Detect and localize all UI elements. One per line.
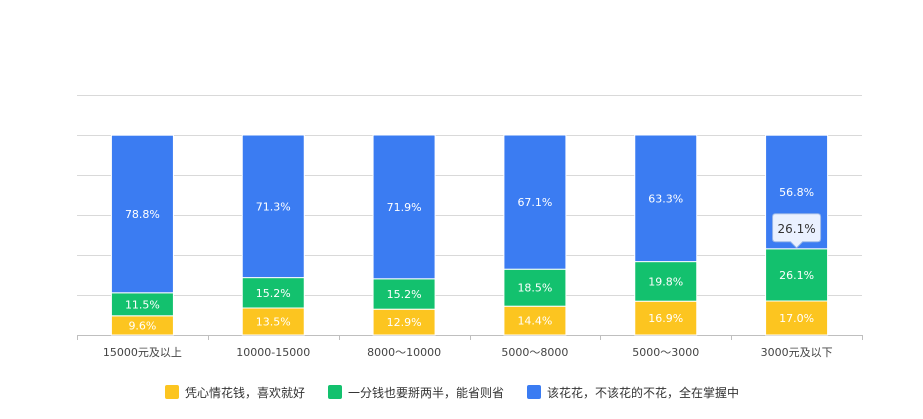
- x-tick-label-4: 5000～3000: [632, 346, 699, 359]
- data-label-0-3: 14.4%: [517, 315, 552, 328]
- bar-segment-1-4: [634, 261, 698, 302]
- legend-label-0: 凭心情花钱，喜欢就好: [185, 385, 306, 400]
- x-tick-label-1: 10000-15000: [236, 346, 310, 359]
- legend-label-2: 该花花，不该花的不花，全在掌握中: [547, 385, 740, 400]
- legend-swatch-2: [527, 385, 541, 399]
- data-label-2-0: 78.8%: [125, 208, 160, 221]
- bar-segment-2-4: [634, 134, 698, 263]
- bar-segment-1-2: [372, 278, 436, 310]
- data-label-0-5: 17.0%: [779, 312, 814, 325]
- data-label-1-3: 18.5%: [517, 282, 552, 295]
- legend-item-0[interactable]: 凭心情花钱，喜欢就好: [165, 382, 305, 402]
- bar-segment-0-2: [372, 308, 436, 336]
- data-label-0-1: 13.5%: [256, 316, 291, 329]
- bar-segment-0-5: [765, 300, 829, 336]
- legend-swatch-0: [165, 385, 179, 399]
- bar-segment-2-1: [241, 134, 305, 279]
- data-label-1-4: 19.8%: [648, 275, 683, 288]
- bar-segment-1-5: [765, 248, 829, 302]
- bar-segment-2-0: [110, 134, 174, 294]
- x-tick-label-3: 5000～8000: [501, 346, 568, 359]
- data-label-1-0: 11.5%: [125, 298, 160, 311]
- data-label-1-2: 15.2%: [387, 288, 422, 301]
- tooltip-box: [772, 213, 822, 249]
- tooltip-text: 26.1%: [778, 222, 816, 236]
- data-label-2-3: 67.1%: [517, 196, 552, 209]
- data-label-0-2: 12.9%: [387, 316, 422, 329]
- data-label-2-4: 63.3%: [648, 192, 683, 205]
- legend-item-1[interactable]: 一分钱也要掰两半，能省则省: [328, 382, 504, 402]
- data-label-0-0: 9.6%: [128, 319, 156, 332]
- x-tick-label-0: 15000元及以上: [103, 346, 182, 359]
- legend-swatch-1: [328, 385, 342, 399]
- bar-segment-0-1: [241, 307, 305, 336]
- bar-segment-2-3: [503, 134, 567, 270]
- data-label-2-2: 71.9%: [387, 201, 422, 214]
- data-label-1-5: 26.1%: [779, 269, 814, 282]
- bar-segment-0-3: [503, 305, 567, 336]
- x-tick-label-5: 3000元及以下: [761, 346, 833, 359]
- data-label-2-1: 71.3%: [256, 200, 291, 213]
- bar-segment-1-1: [241, 277, 305, 309]
- bar-segment-1-3: [503, 268, 567, 307]
- value-tooltip: 26.1%: [772, 213, 822, 249]
- data-label-2-5: 56.8%: [779, 186, 814, 199]
- x-tick-label-2: 8000～10000: [367, 346, 441, 359]
- chart-legend: 凭心情花钱，喜欢就好 一分钱也要掰两半，能省则省 该花花，不该花的不花，全在掌握…: [0, 382, 923, 402]
- bar-segment-2-2: [372, 134, 436, 280]
- bar-segment-0-4: [634, 300, 698, 336]
- data-label-1-1: 15.2%: [256, 287, 291, 300]
- legend-label-1: 一分钱也要掰两半，能省则省: [348, 385, 505, 400]
- legend-item-2[interactable]: 该花花，不该花的不花，全在掌握中: [527, 382, 739, 402]
- data-label-0-4: 16.9%: [648, 312, 683, 325]
